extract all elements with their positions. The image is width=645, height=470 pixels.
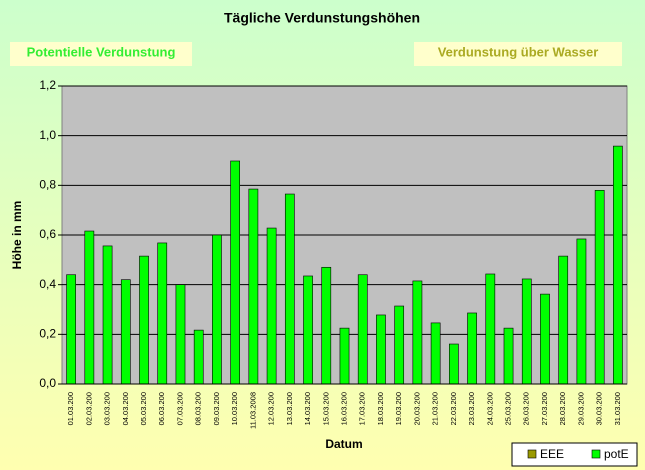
- legend-swatch: [591, 449, 601, 459]
- x-axis-label: Datum: [325, 437, 362, 451]
- x-tick-label: 22.03.200: [449, 392, 458, 425]
- x-tick-label: 24.03.200: [485, 392, 494, 425]
- x-tick-label: 29.03.200: [576, 392, 585, 425]
- x-tick-label: 23.03.200: [467, 392, 476, 425]
- y-tick-label: 0,6: [39, 227, 56, 241]
- bar: [193, 329, 204, 385]
- bar: [120, 279, 131, 385]
- bar: [321, 266, 332, 385]
- bar: [594, 190, 605, 385]
- x-tick-label: 04.03.200: [121, 392, 130, 425]
- bar: [576, 238, 587, 385]
- bar: [266, 227, 277, 385]
- x-tick-label: 08.03.200: [194, 392, 203, 425]
- bar: [230, 160, 241, 385]
- bar: [102, 245, 113, 385]
- x-tick-label: 17.03.200: [358, 392, 367, 425]
- x-tick-label: 25.03.200: [504, 392, 513, 425]
- bar: [339, 327, 350, 385]
- legend-swatch: [527, 449, 537, 459]
- bar: [303, 275, 313, 385]
- x-tick-label: 05.03.200: [139, 392, 148, 425]
- x-tick-label: 28.03.200: [558, 392, 567, 425]
- bar: [248, 188, 259, 385]
- y-tick-label: 1,0: [39, 128, 56, 142]
- x-tick-label: 30.03.200: [595, 392, 604, 425]
- x-tick-label: 03.03.200: [103, 392, 112, 425]
- button[interactable]: Potentielle Verdunstung: [10, 42, 192, 66]
- y-axis-label: Höhe in mm: [10, 201, 24, 270]
- y-tick-label: 0,0: [39, 376, 56, 390]
- bar: [376, 314, 386, 385]
- x-tick-label: 31.03.200: [613, 392, 622, 425]
- x-tick-label: 10.03.200: [230, 392, 239, 425]
- bar: [558, 255, 569, 385]
- bar: [84, 230, 95, 385]
- bar: [485, 273, 496, 385]
- bar: [175, 284, 186, 385]
- y-tick-label: 0,2: [39, 327, 56, 341]
- bar: [613, 145, 623, 385]
- x-tick-label: 09.03.200: [212, 392, 221, 425]
- button-label[interactable]: Verdunstung über Wasser: [438, 44, 599, 59]
- bar: [521, 278, 532, 385]
- x-tick-label: 27.03.200: [540, 392, 549, 425]
- bar: [448, 343, 459, 385]
- button-bg[interactable]: [10, 42, 192, 66]
- x-tick-label: 06.03.200: [157, 392, 166, 425]
- x-tick-label: 26.03.200: [522, 392, 531, 425]
- x-tick-label: 19.03.200: [394, 392, 403, 425]
- y-tick-label: 0,8: [39, 178, 56, 192]
- y-tick-label: 1,2: [39, 78, 56, 92]
- bar: [284, 193, 295, 385]
- x-tick-label: 02.03.200: [84, 392, 93, 425]
- x-tick-label: 15.03.200: [321, 392, 330, 425]
- bar: [540, 293, 550, 385]
- legend-label: potE: [604, 447, 629, 461]
- x-tick-label: 14.03.200: [303, 392, 312, 425]
- bar: [430, 322, 441, 385]
- bar: [66, 274, 76, 385]
- bar: [212, 234, 222, 385]
- chart-title: Tägliche Verdunstungshöhen: [224, 10, 420, 26]
- x-tick-label: 20.03.200: [412, 392, 421, 425]
- x-tick-label: 12.03.200: [267, 392, 276, 425]
- bar: [157, 242, 168, 385]
- x-tick-label: 21.03.200: [431, 392, 440, 425]
- x-tick-label: 13.03.200: [285, 392, 294, 425]
- bar: [503, 327, 514, 385]
- x-tick-label: 01.03.200: [66, 392, 75, 425]
- bar: [394, 305, 405, 385]
- bar: [139, 255, 149, 385]
- bar: [412, 280, 423, 385]
- button-label[interactable]: Potentielle Verdunstung: [27, 44, 176, 59]
- x-tick-label: 07.03.200: [175, 392, 184, 425]
- x-tick-label: 16.03.200: [339, 392, 348, 425]
- x-tick-label: 11.03.2008: [248, 392, 257, 429]
- legend: [511, 442, 638, 467]
- button[interactable]: Verdunstung über Wasser: [414, 42, 622, 66]
- button-bg[interactable]: [414, 42, 622, 66]
- legend-label: EEE: [540, 447, 564, 461]
- bar: [467, 312, 477, 385]
- x-tick-label: 18.03.200: [376, 392, 385, 425]
- y-tick-label: 0,4: [39, 277, 56, 291]
- bar: [357, 274, 368, 385]
